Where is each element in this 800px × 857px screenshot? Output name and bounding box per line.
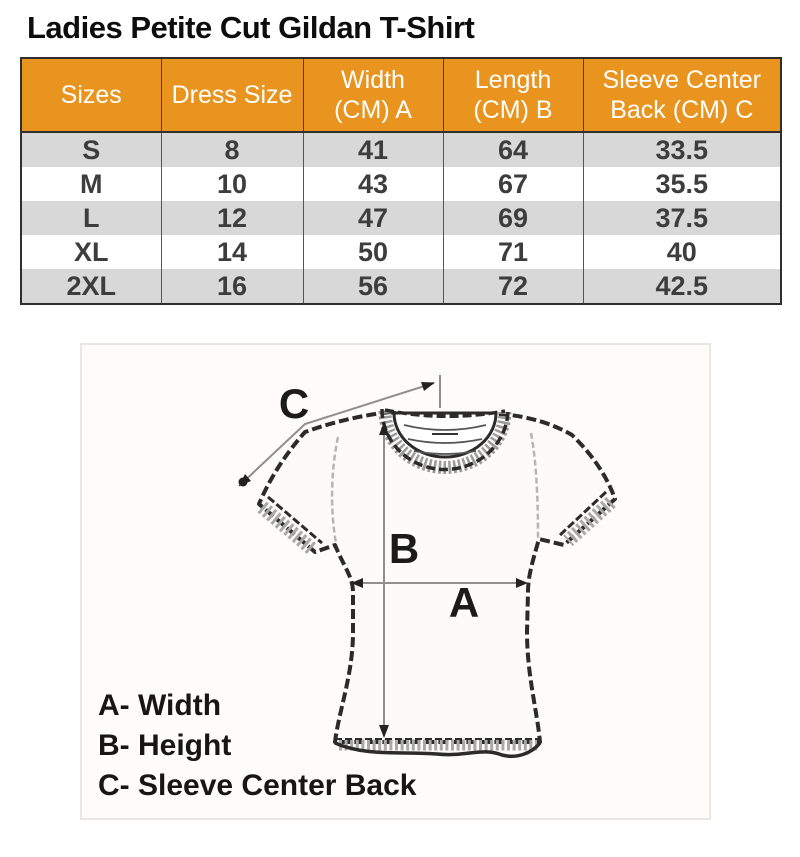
cell-width: 56 [302, 269, 443, 304]
size-table-header: Sizes Dress Size Width (CM) A Length (CM) … [21, 58, 781, 133]
cell-sleeve: 42.5 [582, 269, 781, 304]
header-line: Sleeve Center [602, 66, 761, 94]
right-cuff-rib [563, 496, 616, 547]
collar-top-edge [384, 408, 506, 418]
header-line: Length [474, 66, 552, 94]
c-end-dot [238, 477, 248, 487]
header-line: Dress Size [171, 81, 293, 109]
collar-rib [378, 410, 512, 474]
header-line: (CM) A [334, 96, 412, 124]
cell-dress: 14 [160, 235, 303, 269]
header-line: Width [341, 66, 405, 94]
cell-size: 2XL [21, 269, 161, 304]
cell-length: 72 [442, 269, 583, 304]
arrow-c-top [421, 382, 435, 391]
cell-dress: 10 [160, 167, 303, 201]
collar-detail-2 [407, 438, 483, 444]
legend-width: A- Width [98, 689, 222, 722]
cell-length: 64 [442, 132, 583, 167]
tshirt-outline [257, 410, 617, 744]
page-title: Ladies Petite Cut Gildan T-Shirt [27, 10, 475, 45]
table-row-s: S 8 41 64 33.5 [21, 132, 781, 167]
table-row-2xl: 2XL 16 56 72 42.5 [21, 269, 781, 304]
cell-sleeve: 40 [582, 235, 781, 269]
header-line: Sizes [60, 81, 122, 109]
measurement-diagram: C B A A- Width B- Height C- Sleeve Cente… [80, 343, 711, 820]
col-header-dress-size: Dress Size [160, 58, 303, 133]
table-row-m: M 10 43 67 35.5 [21, 167, 781, 201]
collar-outer-edge [380, 408, 510, 472]
cell-width: 43 [302, 167, 443, 201]
diagram-label-b: B [389, 525, 419, 572]
cell-length: 67 [442, 167, 583, 201]
col-header-sizes: Sizes [21, 58, 161, 133]
header-line: Back (CM) C [610, 96, 754, 124]
cell-size: XL [21, 235, 161, 269]
legend-height: B- Height [98, 729, 232, 762]
table-row-xl: XL 14 50 71 40 [21, 235, 781, 269]
arrow-b-top [379, 422, 389, 435]
cell-dress: 16 [160, 269, 303, 304]
diagram-label-a: A [449, 579, 479, 626]
arrow-a-right [516, 578, 528, 588]
cell-length: 69 [442, 201, 583, 235]
size-table-body: S 8 41 64 33.5 M 10 43 67 35.5 L 12 47 6… [21, 132, 781, 304]
cell-sleeve: 33.5 [582, 132, 781, 167]
arrow-a-left [351, 578, 363, 588]
hem-bottom-edge [334, 741, 542, 758]
col-header-sleeve: Sleeve Center Back (CM) C [582, 58, 781, 133]
diagram-label-c: C [279, 380, 309, 427]
cell-width: 41 [302, 132, 443, 167]
cell-size: M [21, 167, 161, 201]
left-armhole-seam [330, 436, 340, 544]
left-cuff-seam [267, 495, 323, 545]
legend-sleeve: C- Sleeve Center Back [98, 769, 417, 802]
collar-detail-3 [413, 450, 477, 455]
cell-dress: 8 [160, 132, 303, 167]
cell-size: S [21, 132, 161, 167]
header-row: Sizes Dress Size Width (CM) A Length (CM) … [21, 58, 781, 133]
cell-dress: 12 [160, 201, 303, 235]
col-header-length: Length (CM) B [442, 58, 583, 133]
cell-sleeve: 35.5 [582, 167, 781, 201]
cell-width: 50 [302, 235, 443, 269]
cell-length: 71 [442, 235, 583, 269]
cell-width: 47 [302, 201, 443, 235]
tshirt-diagram-svg: C B A [238, 375, 617, 758]
arrow-b-bottom [379, 725, 389, 738]
collar-detail-1 [403, 424, 487, 431]
right-armhole-seam [529, 432, 540, 539]
measure-line-c [238, 382, 435, 487]
cell-size: L [21, 201, 161, 235]
header-line: (CM) B [473, 96, 553, 124]
size-table: Sizes Dress Size Width (CM) A Length (CM) … [20, 57, 782, 305]
col-header-width: Width (CM) A [302, 58, 443, 133]
cell-sleeve: 37.5 [582, 201, 781, 235]
table-row-l: L 12 47 69 37.5 [21, 201, 781, 235]
diagram-legend: A- Width B- Height C- Sleeve Center Back [98, 686, 417, 806]
